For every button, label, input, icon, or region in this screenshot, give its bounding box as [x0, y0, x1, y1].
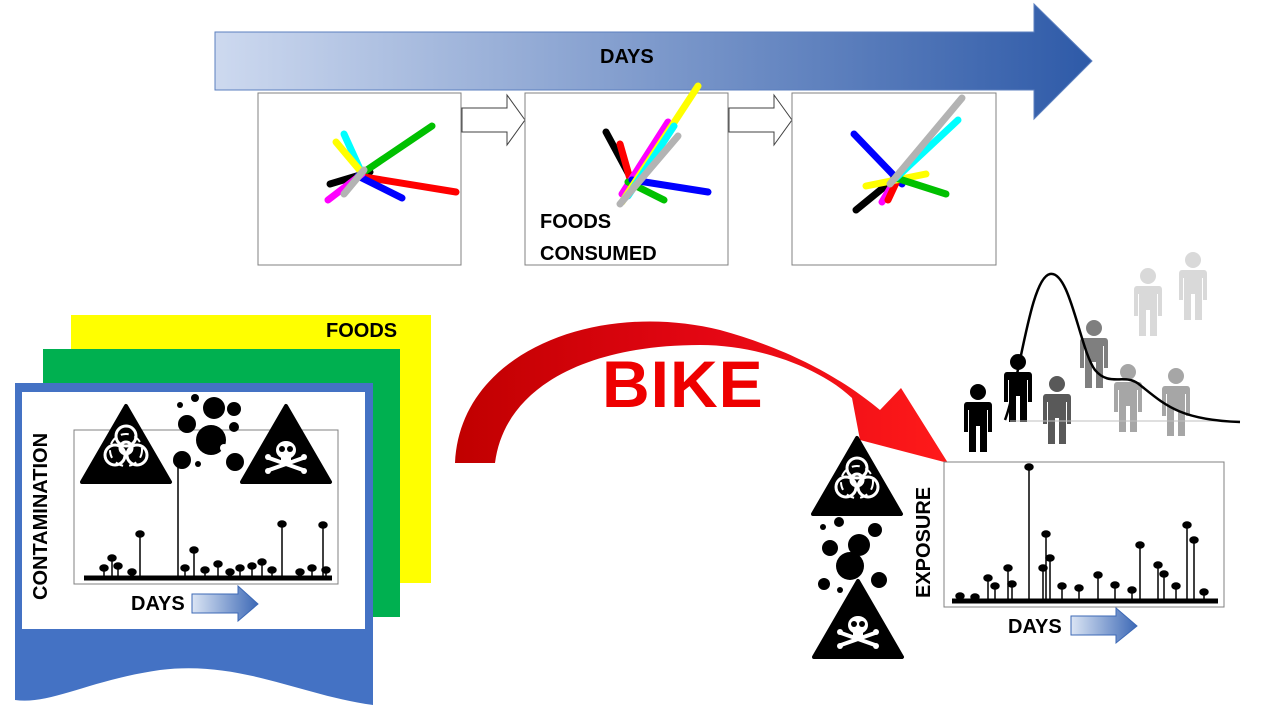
bubbles-icon	[173, 394, 244, 471]
exposure-days-label: DAYS	[1008, 616, 1062, 638]
biohazard-icon-right	[811, 436, 903, 516]
foods-consumed-label: FOODS CONSUMED	[540, 206, 657, 270]
days-arrow-left	[191, 584, 259, 623]
contamination-spikes	[84, 458, 332, 581]
foods-label: FOODS	[326, 320, 398, 342]
day-frame-1	[257, 92, 462, 266]
skull-crossbones-icon-right	[812, 579, 904, 659]
days-timeline-arrow	[214, 2, 1093, 121]
contamination-days-label: DAYS	[131, 593, 185, 615]
frame-arrow-1	[461, 93, 526, 147]
contamination-axis-label: CONTAMINATION	[30, 432, 52, 600]
exposure-axis-label: EXPOSURE	[913, 486, 935, 598]
day-frame-3	[791, 92, 997, 266]
foods-consumed-line1: FOODS	[540, 211, 612, 233]
days-arrow-right	[1070, 606, 1138, 645]
frame-arrow-2	[728, 93, 793, 147]
bike-arrow	[455, 321, 948, 463]
exposure-plot	[943, 461, 1225, 608]
day-frame-2	[524, 86, 729, 266]
bike-label: BIKE	[602, 347, 764, 421]
timeline-days-label: DAYS	[600, 46, 654, 68]
exposure-spikes	[952, 463, 1218, 604]
foods-consumed-line2: CONSUMED	[540, 243, 657, 265]
bubbles-icon-right	[818, 517, 887, 593]
distribution-curve-icon	[1003, 272, 1241, 424]
